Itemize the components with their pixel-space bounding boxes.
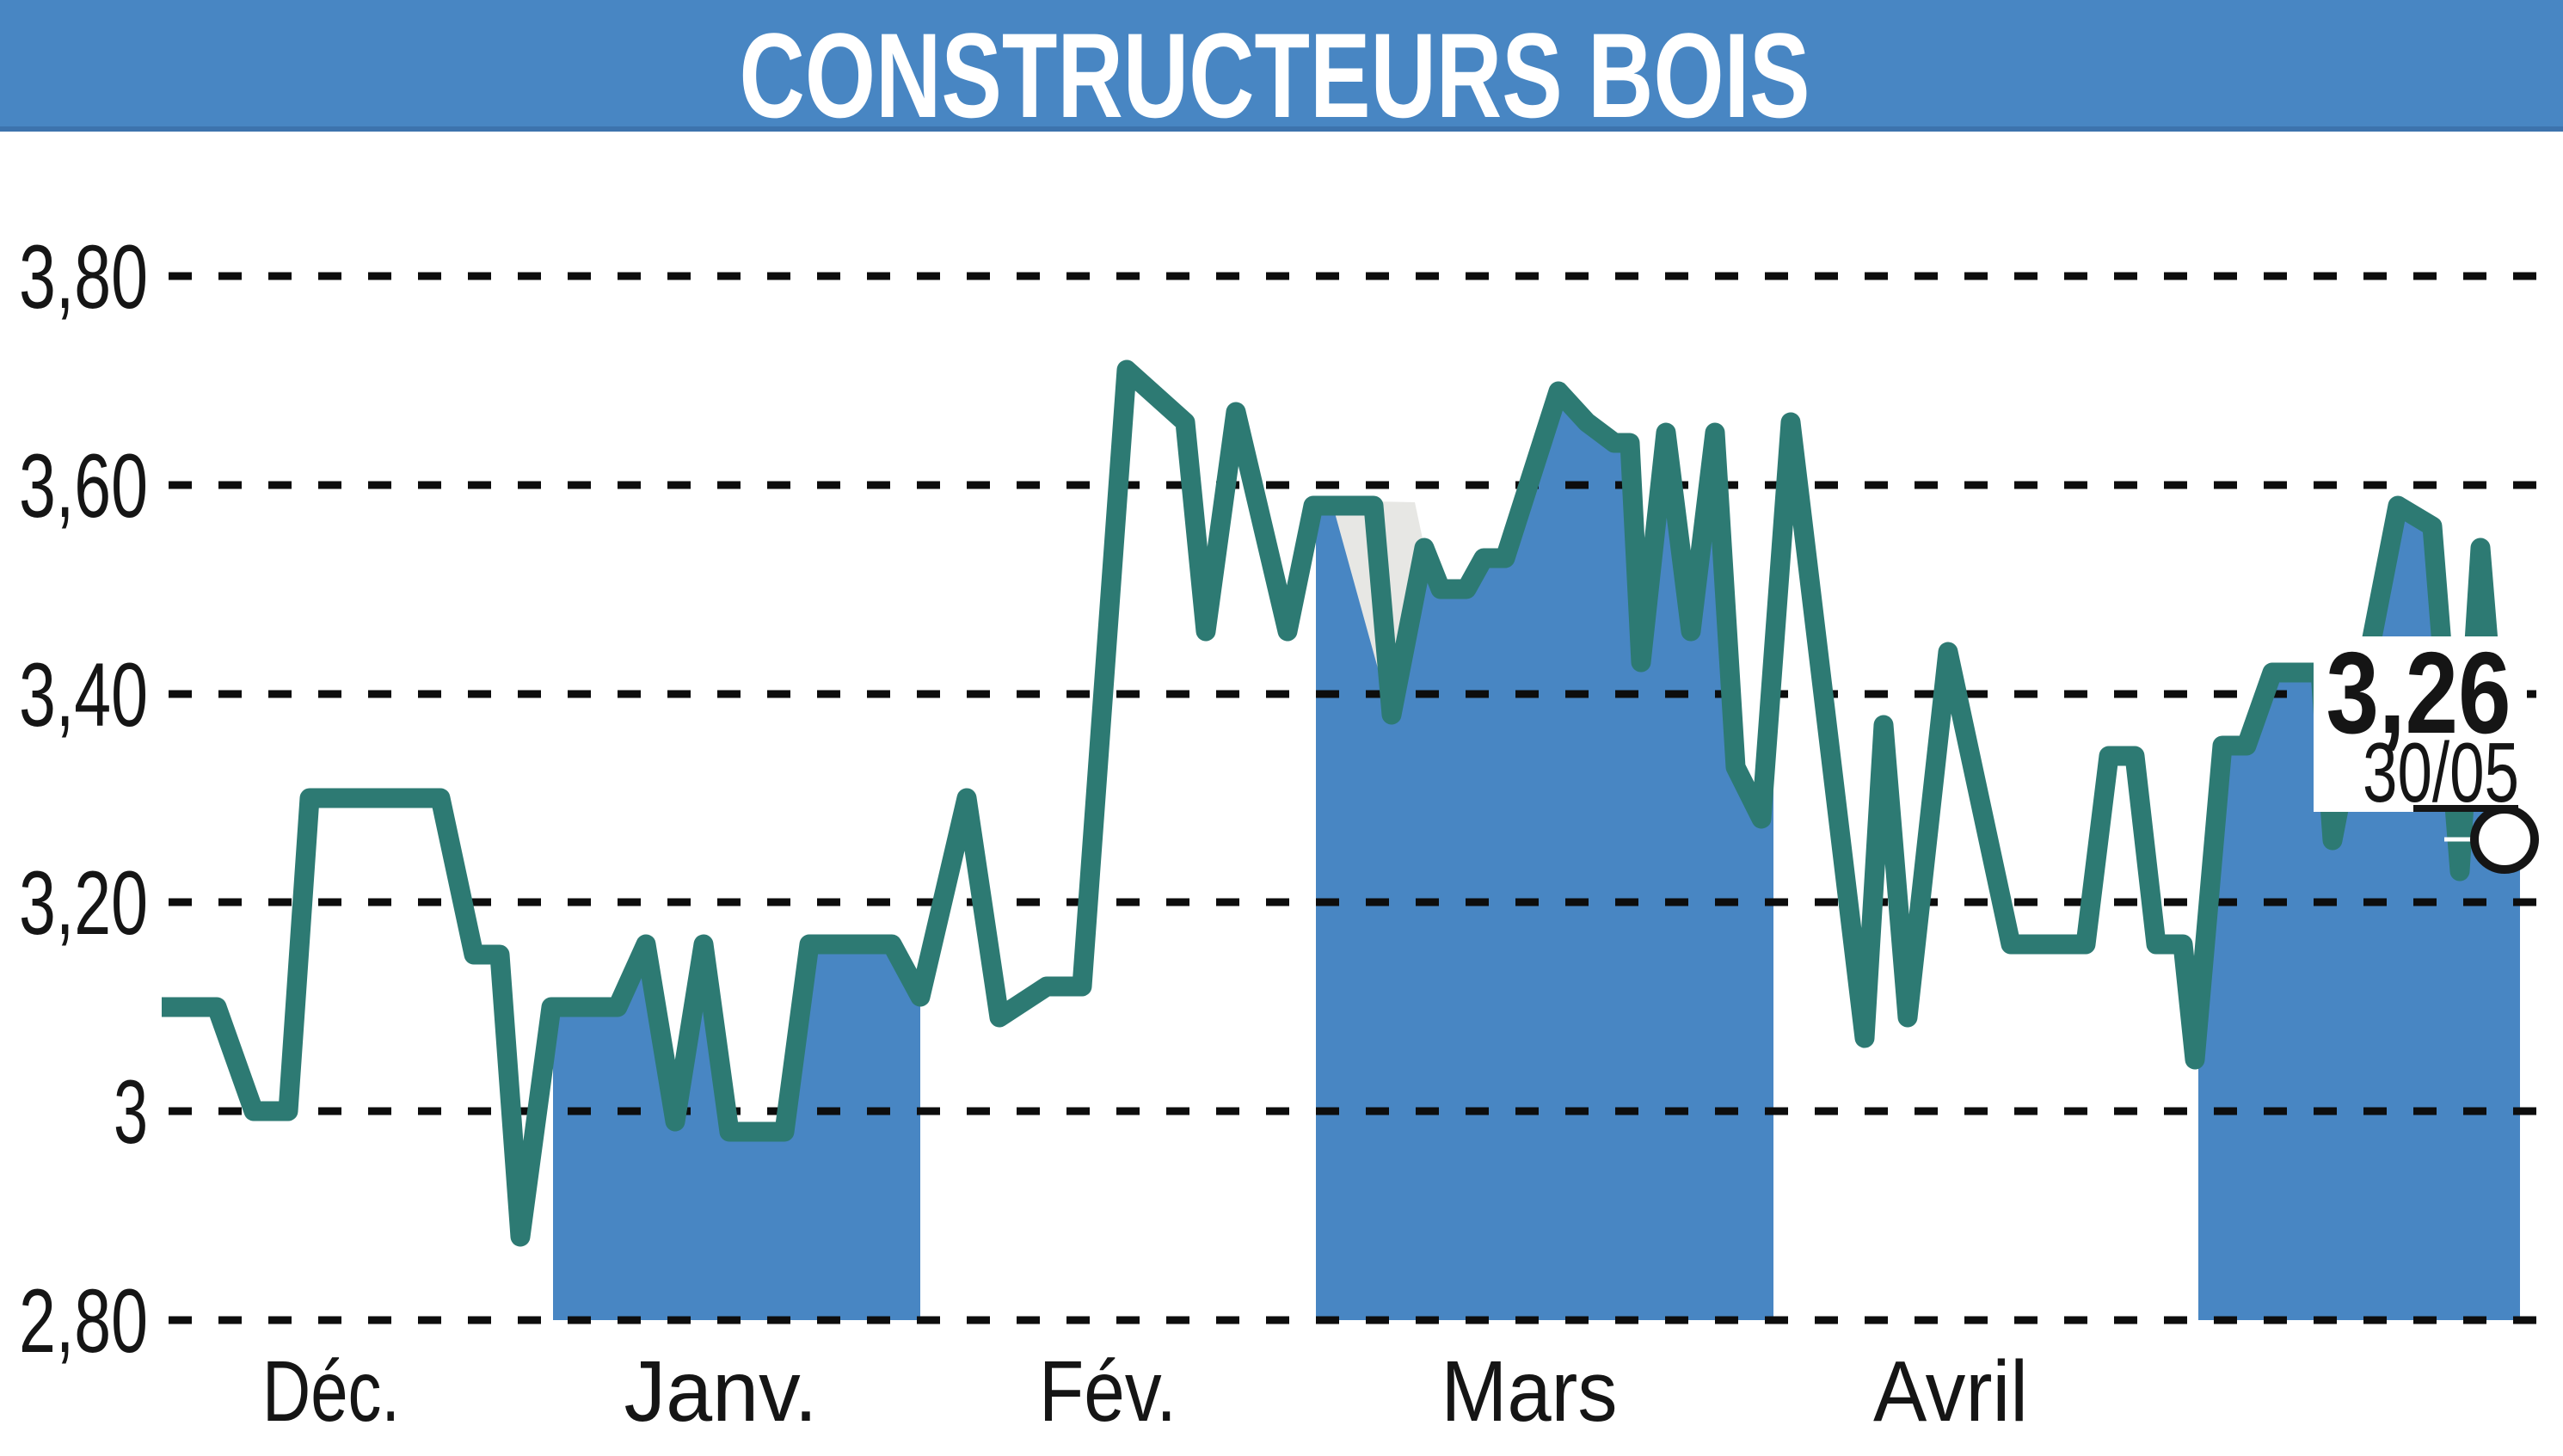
title-banner-edge [0,126,2563,132]
month-label: Mars [1441,1343,1618,1440]
y-tick-label: 2,80 [19,1271,148,1372]
y-axis-labels: 3,80 3,60 3,40 3,20 3 2,80 [19,227,148,1372]
price-line [162,359,2515,1247]
month-label: Fév. [1039,1343,1177,1440]
y-tick-label: 3,40 [19,645,148,746]
chart-title: CONSTRUCTEURS BOIS [740,8,1810,143]
price-line-layer [162,359,2515,1247]
month-label: Déc. [262,1343,400,1440]
month-label: Avril [1873,1343,2028,1440]
month-label: Janv. [624,1343,818,1440]
month-shading-layer [553,391,2520,1320]
y-tick-label: 3,80 [19,227,148,328]
last-price-marker-icon [2470,805,2539,874]
shaded-month-band [1316,391,1773,1320]
last-date-label: 30/05 [2363,725,2519,820]
last-price-label: 3,26 [2326,628,2511,758]
x-axis-month-labels: Déc. Janv. Fév. Mars Avril [262,1343,2028,1440]
y-tick-label: 3,20 [19,853,148,954]
y-tick-label: 3,60 [19,436,148,537]
y-tick-label: 3 [114,1062,148,1163]
last-price-box [2314,636,2527,812]
title-banner [0,0,2563,132]
